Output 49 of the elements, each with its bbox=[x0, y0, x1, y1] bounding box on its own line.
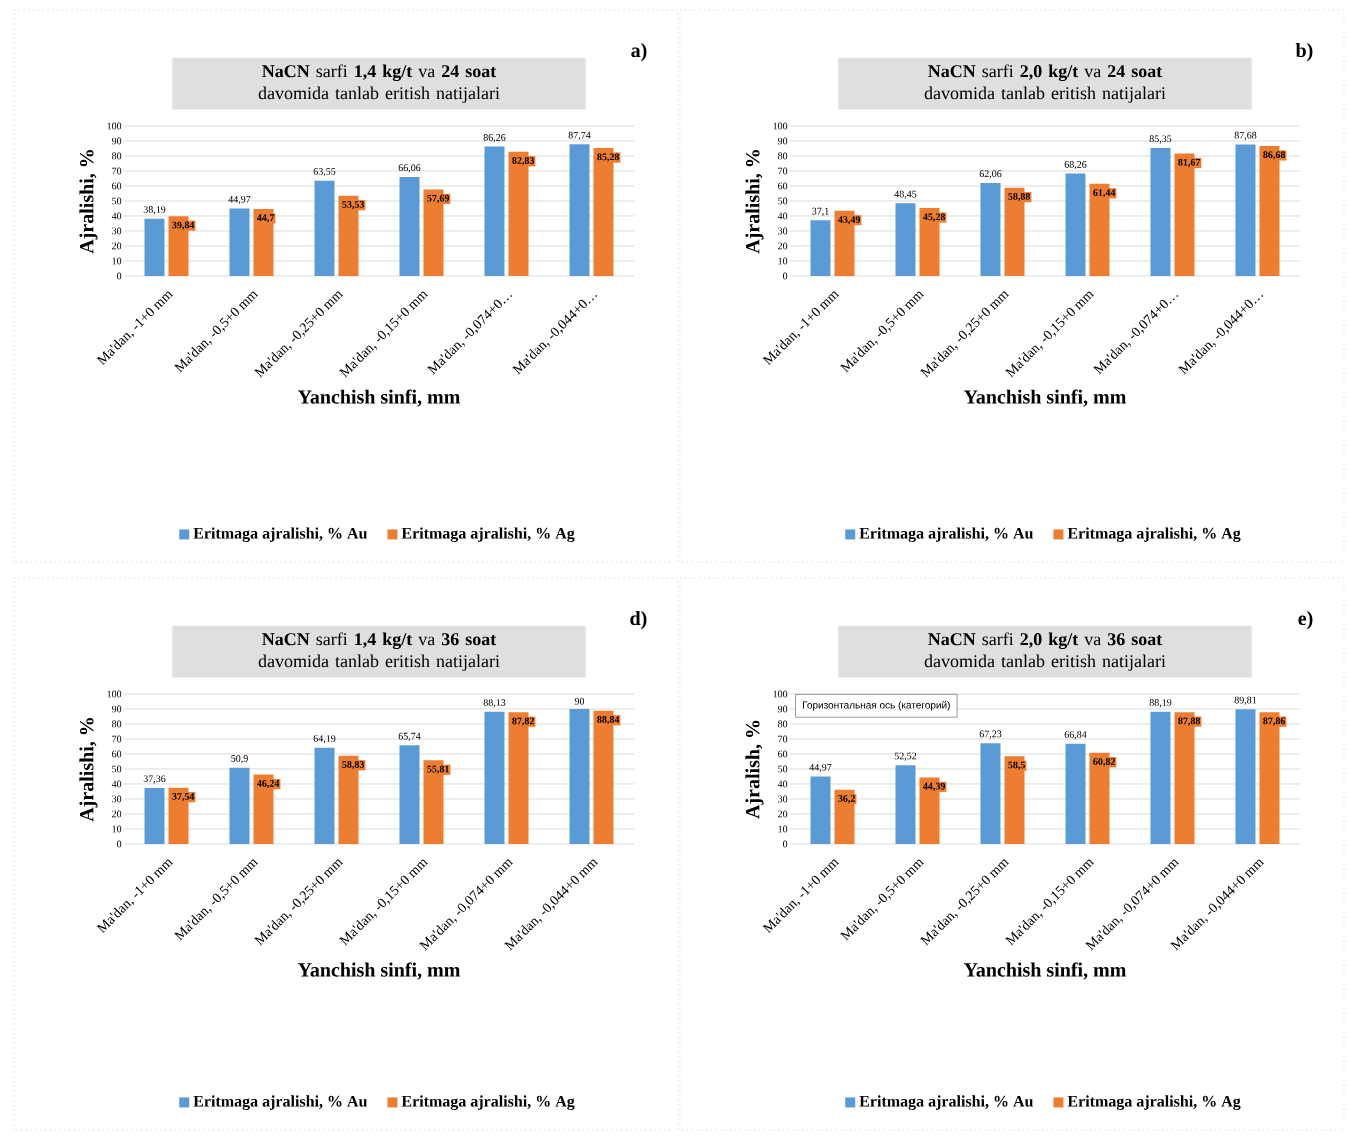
bar bbox=[144, 218, 165, 276]
x-axis-title: Yanchish sinfi, mm bbox=[297, 962, 461, 980]
bar bbox=[229, 208, 250, 276]
bar bbox=[1065, 173, 1086, 276]
x-axis-title: Yanchish sinfi, mm bbox=[963, 389, 1127, 407]
bar bbox=[810, 220, 831, 276]
bar bbox=[895, 765, 916, 844]
bar bbox=[1150, 711, 1171, 844]
legend-label: Eritmaga ajralishi, % Au bbox=[193, 527, 368, 543]
legend-label: Eritmaga ajralishi, % Ag bbox=[401, 1095, 575, 1111]
bar bbox=[569, 144, 590, 276]
bar bbox=[1235, 144, 1256, 276]
bar bbox=[980, 743, 1001, 844]
bar bbox=[1150, 147, 1171, 276]
legend-label: Eritmaga ajralishi, % Ag bbox=[1067, 1095, 1241, 1111]
bar bbox=[1065, 743, 1086, 844]
y-axis-title: Ajralish, % bbox=[745, 720, 764, 819]
chart-title: NaCN sarfi 1,4 kg/t va 36 soat davomida tanlab eritish natijalari bbox=[258, 632, 500, 671]
bar bbox=[895, 203, 916, 276]
legend-label: Eritmaga ajralishi, % Ag bbox=[401, 527, 575, 543]
bar bbox=[1235, 709, 1256, 844]
bar bbox=[229, 767, 250, 844]
text: a) bbox=[631, 43, 647, 62]
bar bbox=[1004, 756, 1025, 844]
text: e) bbox=[1298, 611, 1313, 630]
bar bbox=[810, 776, 831, 844]
chart-title: NaCN sarfi 2,0 kg/t va 36 soat davomida tanlab eritish natijalari bbox=[924, 632, 1166, 671]
y-axis-title: Ajralishi, % bbox=[79, 150, 98, 254]
x-axis-title: Yanchish sinfi, mm bbox=[963, 962, 1127, 980]
bar bbox=[980, 182, 1001, 276]
bar bbox=[399, 745, 420, 844]
chart-title: NaCN sarfi 2,0 kg/t va 24 soat davomida tanlab eritish natijalari bbox=[924, 64, 1166, 103]
legend-label: Eritmaga ajralishi, % Au bbox=[193, 1095, 368, 1111]
x-axis-title: Yanchish sinfi, mm bbox=[297, 389, 461, 407]
legend-label: Eritmaga ajralishi, % Ag bbox=[1067, 527, 1241, 543]
bar bbox=[484, 146, 505, 276]
text: b) bbox=[1295, 43, 1313, 62]
y-axis-title: Ajralishi, % bbox=[745, 150, 764, 254]
legend-label: Eritmaga ajralishi, % Au bbox=[859, 527, 1034, 543]
bar bbox=[144, 787, 165, 844]
bar bbox=[314, 180, 335, 276]
bar bbox=[314, 747, 335, 844]
bar bbox=[399, 176, 420, 276]
bar bbox=[569, 708, 590, 844]
legend-label: Eritmaga ajralishi, % Au bbox=[859, 1095, 1034, 1111]
text: d) bbox=[630, 611, 647, 630]
chart-title: NaCN sarfi 1,4 kg/t va 24 soat davomida tanlab eritish natijalari bbox=[258, 64, 500, 103]
y-axis-title: Ajralishi, % bbox=[79, 718, 98, 822]
bar bbox=[484, 711, 505, 844]
